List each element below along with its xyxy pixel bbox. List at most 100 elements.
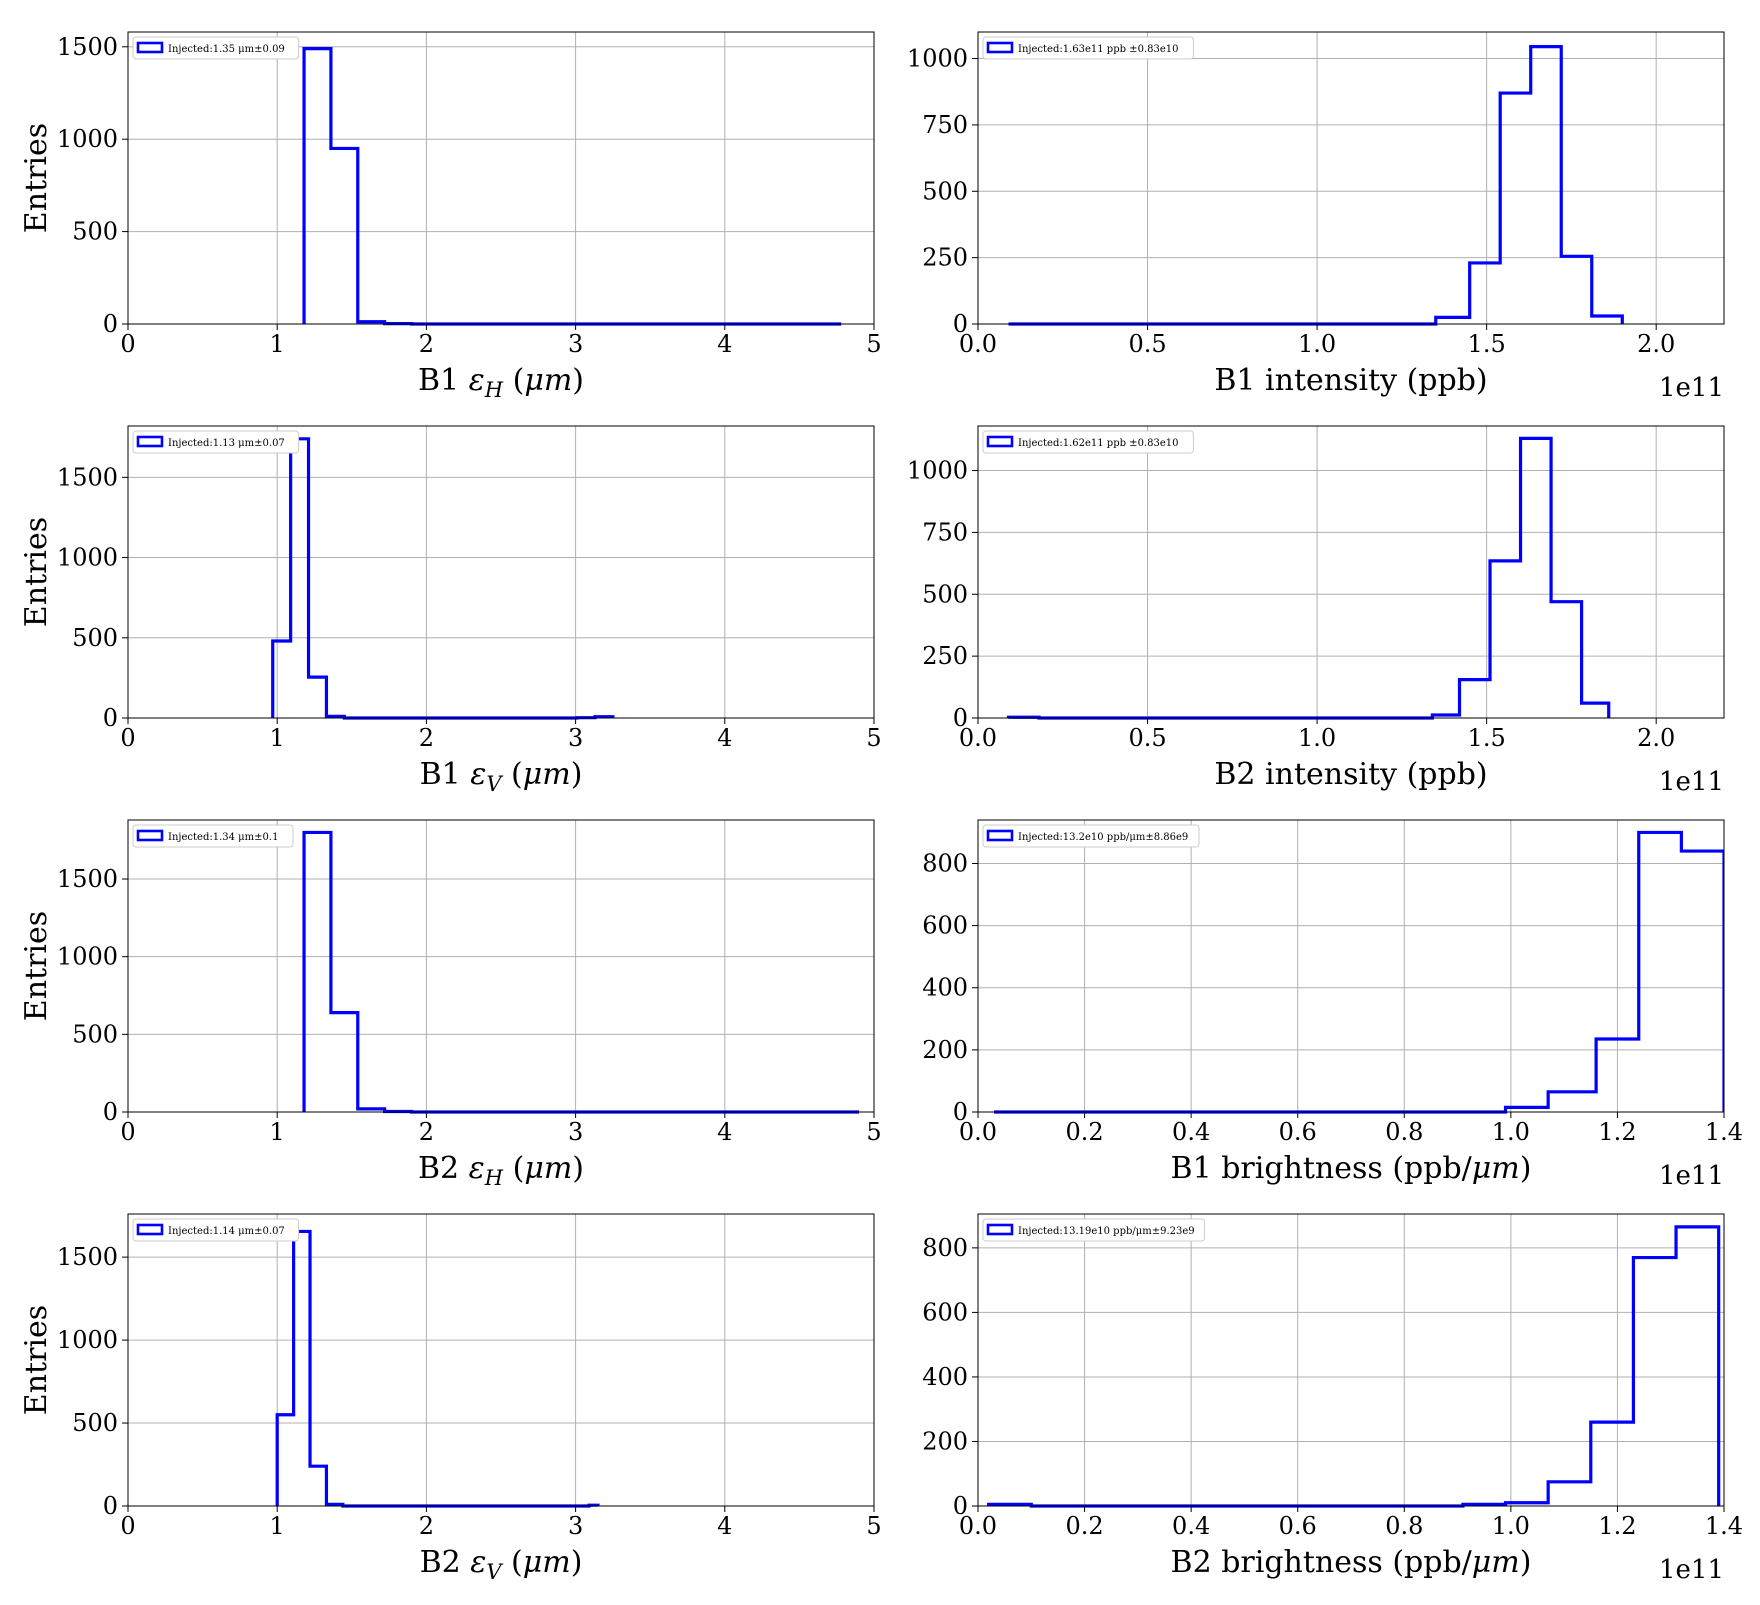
x-tick-label: 5 — [866, 1118, 881, 1146]
histogram-series — [993, 830, 1724, 1114]
x-tick-label: 0.0 — [959, 1118, 997, 1146]
y-tick-label: 500 — [72, 1020, 118, 1048]
x-tick-label: 0.2 — [1065, 1118, 1103, 1146]
x-tick-label: 1 — [270, 1118, 285, 1146]
x-axis-label-part: ) — [571, 1545, 583, 1580]
x-axis-label-part: ) — [571, 757, 583, 792]
x-axis-label-part: B2 — [418, 1151, 469, 1186]
x-tick-label: 1.0 — [1492, 1118, 1530, 1146]
x-tick-label: 3 — [568, 330, 583, 358]
histogram-series — [1006, 436, 1611, 720]
x-tick-label: 4 — [717, 1118, 732, 1146]
x-tick-label: 3 — [568, 1118, 583, 1146]
plot-frame — [977, 425, 1725, 719]
y-tick-label: 200 — [922, 1036, 968, 1064]
x-axis-label-part: ε — [470, 757, 486, 792]
x-tick-label: 0.6 — [1279, 1118, 1317, 1146]
y-tick-label: 500 — [72, 624, 118, 652]
y-tick-label: 200 — [922, 1427, 968, 1455]
x-axis-label-part: H — [484, 1166, 504, 1190]
y-axis-label: Entries — [19, 517, 54, 627]
legend-box — [982, 824, 1200, 848]
x-tick-label: 3 — [568, 724, 583, 752]
x-axis-label-part: μm — [524, 363, 572, 398]
x-tick-label: 0.8 — [1385, 1118, 1423, 1146]
y-tick-label: 250 — [922, 642, 968, 670]
x-axis-label-part: B2 intensity (ppb) — [1214, 757, 1487, 792]
legend-box — [132, 1218, 300, 1242]
y-tick-label: 400 — [922, 974, 968, 1002]
x-axis-label: B2 brightness (ppb/μm) — [1171, 1545, 1532, 1580]
y-tick-label: 400 — [922, 1363, 968, 1391]
x-tick-label: 4 — [717, 330, 732, 358]
axis-offset-label: 1e11 — [1659, 1555, 1724, 1585]
x-axis-label: B1 εV (μm) — [420, 757, 583, 796]
y-tick-label: 750 — [922, 518, 968, 546]
x-axis-label-part: V — [486, 772, 503, 796]
x-tick-label: 5 — [866, 1512, 881, 1540]
x-tick-label: 2 — [419, 1118, 434, 1146]
legend-swatch — [136, 435, 164, 448]
histogram-panel: 0.0 0.5 1.0 1.5 2.0 0 250 500 750 1000 B1 intensit… — [907, 31, 1725, 403]
histogram-panel: 0 1 2 3 4 5 0 500 1000 1500 B1 εV (μm) Entries Injec… — [19, 425, 882, 796]
legend: Injected:13.19e10 ppb/μm±9.23e9 — [982, 1218, 1206, 1242]
x-axis-label-part: ) — [1520, 1545, 1532, 1580]
plot-frame — [127, 425, 875, 719]
x-axis-label-part: B1 brightness (ppb/ — [1171, 1151, 1473, 1186]
histogram-panel: 0.0 0.2 0.4 0.6 0.8 1.0 1.2 1.4 0 200 400 600 800 B2 … — [922, 1213, 1743, 1585]
y-tick-label: 0 — [103, 1098, 118, 1126]
y-tick-label: 1500 — [57, 865, 118, 893]
x-axis-label-part: μm — [1472, 1151, 1520, 1186]
x-tick-label: 2 — [419, 724, 434, 752]
x-tick-label: 4 — [717, 1512, 732, 1540]
axis-offset-label: 1e11 — [1659, 1161, 1724, 1191]
legend-swatch — [136, 41, 164, 54]
legend-label: Injected:1.62e11 ppb ±0.83e10 — [1018, 438, 1178, 449]
x-tick-label: 5 — [866, 330, 881, 358]
x-tick-label: 0 — [120, 1512, 135, 1540]
x-tick-label: 0 — [120, 724, 135, 752]
plot-frame — [127, 31, 875, 325]
x-tick-label: 0.5 — [1128, 724, 1166, 752]
x-axis-label-part: μm — [1472, 1545, 1520, 1580]
x-axis-label: B2 εV (μm) — [420, 1545, 583, 1584]
y-tick-label: 500 — [922, 580, 968, 608]
x-tick-label: 1.0 — [1492, 1512, 1530, 1540]
x-axis-label: B1 εH (μm) — [418, 363, 584, 402]
x-tick-label: 1.5 — [1468, 724, 1506, 752]
y-tick-label: 1000 — [907, 45, 968, 73]
x-tick-label: 1 — [270, 724, 285, 752]
x-tick-label: 2 — [419, 1512, 434, 1540]
plot-frame — [977, 819, 1725, 1113]
histogram-series — [302, 830, 860, 1114]
x-axis-label: B2 εH (μm) — [418, 1151, 584, 1190]
x-axis-label-part: H — [484, 378, 504, 402]
y-tick-label: 1000 — [57, 943, 118, 971]
x-tick-label: 2 — [419, 330, 434, 358]
x-axis-label-part: ε — [469, 363, 485, 398]
x-axis-label: B2 intensity (ppb) — [1214, 757, 1487, 792]
x-axis-label: B1 intensity (ppb) — [1214, 363, 1487, 398]
x-axis-label-part: ) — [572, 1151, 584, 1186]
x-axis-label-part: B1 — [418, 363, 469, 398]
x-axis-label-part: ) — [572, 363, 584, 398]
histogram-series — [1008, 45, 1624, 326]
x-tick-label: 1.0 — [1298, 330, 1336, 358]
y-tick-label: 500 — [72, 1409, 118, 1437]
x-tick-label: 1.5 — [1468, 330, 1506, 358]
x-axis-label-part: B2 brightness (ppb/ — [1171, 1545, 1473, 1580]
y-tick-label: 500 — [922, 177, 968, 205]
legend-box — [132, 36, 300, 60]
x-tick-label: 0.0 — [959, 724, 997, 752]
y-tick-label: 1000 — [57, 125, 118, 153]
x-tick-label: 0.0 — [959, 1512, 997, 1540]
plot-frame — [127, 819, 875, 1113]
x-tick-label: 0 — [120, 1118, 135, 1146]
x-axis-label-part: μm — [523, 1545, 571, 1580]
x-axis-label-part: ε — [469, 1151, 485, 1186]
y-tick-label: 1000 — [57, 544, 118, 572]
x-axis-label-part: ( — [502, 757, 523, 792]
x-axis-label-part: B1 — [420, 757, 471, 792]
legend: Injected:13.2e10 ppb/μm±8.86e9 — [982, 824, 1200, 848]
